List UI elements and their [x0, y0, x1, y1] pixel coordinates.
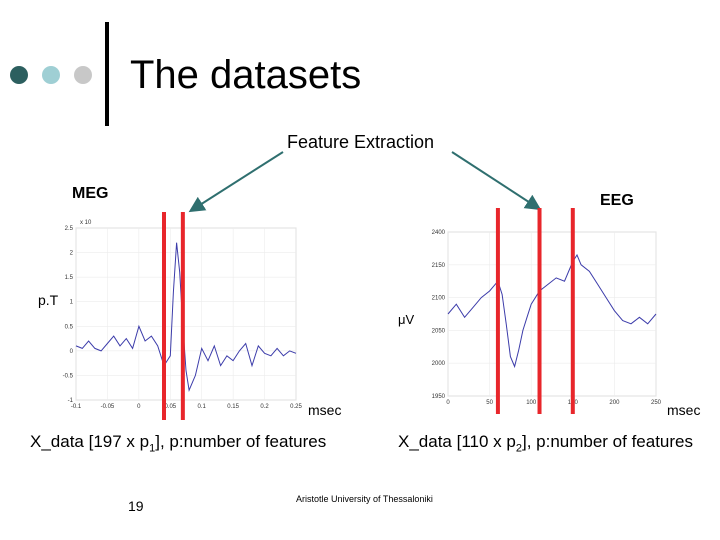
- title-divider: [105, 22, 109, 126]
- meg-y-ticks: 2.5 2 1.5 1 0.5 0 -0.5 -1: [63, 226, 74, 404]
- meg-y-tick-label: 2.5: [65, 226, 74, 232]
- meg-y-tick-label: 0: [70, 349, 74, 355]
- meg-grid: [75, 227, 297, 401]
- eeg-y-tick-label: 1950: [432, 394, 446, 400]
- eeg-caption-sub: 2: [515, 442, 522, 455]
- meg-y-tick-label: -0.5: [63, 373, 74, 379]
- page-number: 19: [128, 498, 144, 514]
- meg-y-tick-label: 1.5: [65, 275, 74, 281]
- meg-caption-prefix: X_data [197 x p: [30, 432, 150, 451]
- eeg-y-ticks: 2400 2150 2100 2050 2000 1950: [432, 230, 446, 400]
- eeg-y-tick-label: 2150: [432, 263, 446, 269]
- meg-x-tick-label: 0: [137, 404, 141, 410]
- meg-y-tick-label: 0.5: [65, 324, 74, 330]
- meg-plot: x 10 2.5 2 1.5 1 0.5 0 -0.5 -1 -0.1 -0.05 0 0.05 0.…: [63, 220, 303, 410]
- footer-text: Aristotle University of Thessaloniki: [296, 494, 433, 504]
- meg-caption: X_data [197 x p1], p:number of features: [30, 432, 326, 454]
- meg-y-tick-label: -1: [68, 398, 74, 404]
- arrow-to-eeg: [451, 151, 542, 211]
- meg-caption-suffix: ], p:number of features: [155, 432, 327, 451]
- eeg-x-unit: msec: [667, 402, 701, 418]
- meg-x-unit: msec: [308, 402, 342, 418]
- meg-y-exponent: x 10: [80, 220, 92, 226]
- meg-x-tick-label: -0.1: [71, 404, 82, 410]
- eeg-x-tick-label: 0: [446, 400, 450, 406]
- eeg-label: EEG: [600, 192, 634, 209]
- meg-x-tick-label: 0.25: [290, 404, 302, 410]
- eeg-caption: X_data [110 x p2], p:number of features: [398, 432, 693, 454]
- meg-y-tick-label: 1: [70, 300, 74, 306]
- eeg-caption-suffix: ], p:number of features: [521, 432, 694, 451]
- meg-y-unit: p.T: [38, 292, 59, 308]
- eeg-x-tick-label: 50: [486, 400, 493, 406]
- arrow-to-meg: [188, 151, 284, 213]
- bullet-dot-2: [42, 66, 60, 84]
- eeg-x-tick-label: 100: [526, 400, 537, 406]
- eeg-y-tick-label: 2000: [432, 361, 446, 367]
- meg-x-tick-label: 0.15: [227, 404, 239, 410]
- meg-x-tick-label: 0.1: [198, 404, 207, 410]
- eeg-y-tick-label: 2050: [432, 328, 446, 334]
- slide-title: The datasets: [130, 53, 362, 97]
- eeg-y-unit: μV: [398, 312, 415, 327]
- meg-x-tick-label: 0.2: [260, 404, 269, 410]
- meg-x-ticks: -0.1 -0.05 0 0.05 0.1 0.15 0.2 0.25: [71, 404, 303, 410]
- bullet-dot-3: [74, 66, 92, 84]
- meg-caption-sub: 1: [149, 442, 156, 455]
- bullet-dot-1: [10, 66, 28, 84]
- eeg-x-tick-label: 250: [651, 400, 662, 406]
- meg-y-tick-label: 2: [70, 251, 74, 257]
- meg-x-tick-label: -0.05: [101, 404, 115, 410]
- eeg-x-tick-label: 200: [609, 400, 620, 406]
- meg-label: MEG: [72, 185, 109, 202]
- eeg-y-tick-label: 2100: [432, 296, 446, 302]
- feature-extraction-label: Feature Extraction: [287, 132, 435, 152]
- eeg-caption-prefix: X_data [110 x p: [398, 432, 516, 451]
- meg-x-tick-label: 0.05: [164, 404, 176, 410]
- eeg-y-tick-label: 2400: [432, 230, 446, 236]
